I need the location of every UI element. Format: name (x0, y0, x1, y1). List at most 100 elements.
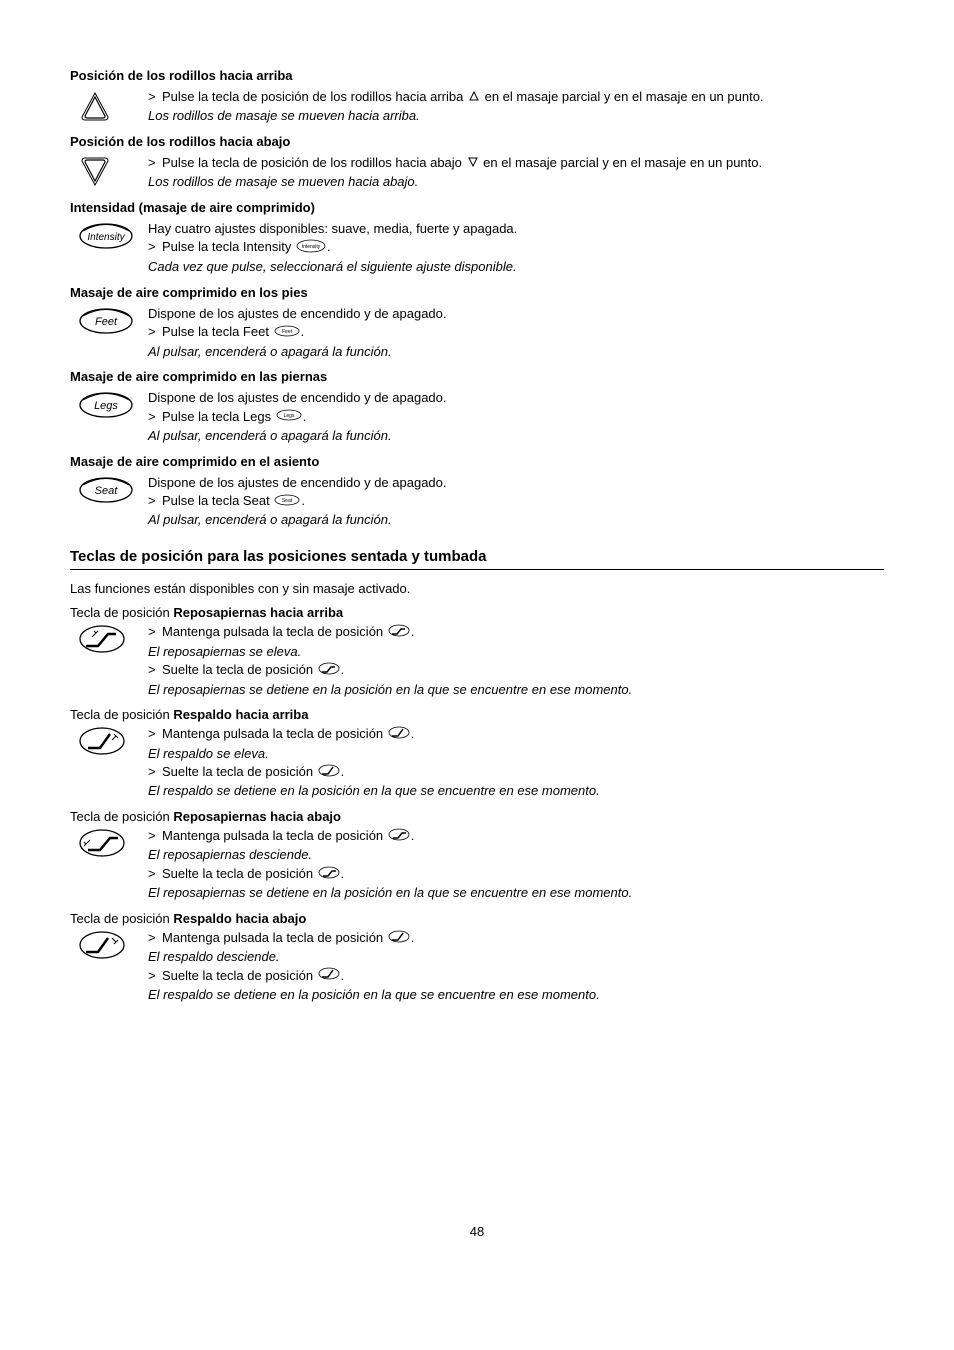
block-backrest-up: > Mantenga pulsada la tecla de posición … (70, 724, 884, 801)
feet-intro: Dispone de los ajustes de encendido y de… (148, 305, 884, 323)
legrest-down-inline-icon (388, 828, 410, 846)
legs-step-text: Pulse la tecla Legs (162, 409, 271, 424)
position-prefix-2: Tecla de posición (70, 707, 170, 722)
legrest-up-result1: El reposapiernas se eleva. (148, 643, 884, 661)
backrest-down-result1: El respaldo desciende. (148, 948, 884, 966)
backrest-up-step1: > Mantenga pulsada la tecla de posición … (148, 725, 884, 743)
triangle-down-inline-icon (467, 155, 479, 173)
seat-inline-icon: Seat (274, 493, 300, 511)
heading-legs: Masaje de aire comprimido en las piernas (70, 369, 884, 384)
backrest-up-inline-icon (388, 726, 410, 744)
block-intensity: Intensity Hay cuatro ajustes disponibles… (70, 219, 884, 277)
heading-intensity: Intensidad (masaje de aire comprimido) (70, 200, 884, 215)
legrest-up-title: Reposapiernas hacia arriba (173, 605, 343, 620)
title-backrest-down: Tecla de posición Respaldo hacia abajo (70, 911, 884, 926)
rollers-down-step-tail: en el masaje parcial y en el masaje en u… (483, 155, 762, 170)
backrest-down-step2-text: Suelte la tecla de posición (162, 968, 313, 983)
legs-result: Al pulsar, encenderá o apagará la funció… (148, 427, 884, 445)
block-legs: Legs Dispone de los ajustes de encendido… (70, 388, 884, 445)
legrest-up-icon (70, 622, 138, 654)
intensity-inline-icon: Intensity (296, 239, 326, 258)
legrest-down-result2: El reposapiernas se detiene en la posici… (148, 884, 884, 902)
heading-feet: Masaje de aire comprimido en los pies (70, 285, 884, 300)
heading-rule (70, 569, 884, 570)
rollers-up-step-text: Pulse la tecla de posición de los rodill… (162, 89, 463, 104)
seat-step-text: Pulse la tecla Seat (162, 493, 270, 508)
title-backrest-up: Tecla de posición Respaldo hacia arriba (70, 707, 884, 722)
feet-result: Al pulsar, encenderá o apagará la funció… (148, 343, 884, 361)
backrest-down-inline-icon-2 (318, 967, 340, 985)
legrest-up-result2: El reposapiernas se detiene en la posici… (148, 681, 884, 699)
seat-result: Al pulsar, encenderá o apagará la funció… (148, 511, 884, 529)
backrest-down-title: Respaldo hacia abajo (173, 911, 306, 926)
intensity-step: > Pulse la tecla Intensity Intensity . (148, 238, 884, 257)
backrest-down-icon (70, 928, 138, 960)
legrest-down-icon (70, 826, 138, 858)
legrest-down-step1-text: Mantenga pulsada la tecla de posición (162, 828, 383, 843)
backrest-down-step2: > Suelte la tecla de posición . (148, 967, 884, 985)
heading-seat: Masaje de aire comprimido en el asiento (70, 454, 884, 469)
legs-step: > Pulse la tecla Legs Legs . (148, 408, 884, 426)
backrest-down-step1: > Mantenga pulsada la tecla de posición … (148, 929, 884, 947)
block-rollers-up: > Pulse la tecla de posición de los rodi… (70, 87, 884, 126)
legrest-down-inline-icon-2 (318, 866, 340, 884)
block-legrest-up: > Mantenga pulsada la tecla de posición … (70, 622, 884, 699)
rollers-up-step: > Pulse la tecla de posición de los rodi… (148, 88, 884, 106)
heading-rollers-up: Posición de los rodillos hacia arriba (70, 68, 884, 83)
feet-icon: Feet (70, 304, 138, 336)
rollers-down-result: Los rodillos de masaje se mueven hacia a… (148, 173, 884, 191)
svg-text:Feet: Feet (282, 329, 293, 335)
feet-step-text: Pulse la tecla Feet (162, 324, 269, 339)
intensity-icon: Intensity (70, 219, 138, 251)
position-prefix: Tecla de posición (70, 605, 170, 620)
intensity-result: Cada vez que pulse, seleccionará el sigu… (148, 258, 884, 276)
backrest-up-result2: El respaldo se detiene en la posición en… (148, 782, 884, 800)
legrest-up-inline-icon (388, 624, 410, 642)
legrest-down-title: Reposapiernas hacia abajo (173, 809, 341, 824)
legrest-down-result1: El reposapiernas desciende. (148, 846, 884, 864)
rollers-up-icon (70, 87, 138, 123)
legrest-up-step1: > Mantenga pulsada la tecla de posición … (148, 623, 884, 641)
backrest-down-inline-icon (388, 930, 410, 948)
svg-text:Intensity: Intensity (302, 244, 321, 250)
rollers-up-result: Los rodillos de masaje se mueven hacia a… (148, 107, 884, 125)
backrest-up-step2: > Suelte la tecla de posición . (148, 763, 884, 781)
heading-rollers-down: Posición de los rodillos hacia abajo (70, 134, 884, 149)
legrest-up-step2: > Suelte la tecla de posición . (148, 661, 884, 679)
block-rollers-down: > Pulse la tecla de posición de los rodi… (70, 153, 884, 192)
seat-button-label: Seat (95, 485, 119, 497)
legrest-down-step2-text: Suelte la tecla de posición (162, 866, 313, 881)
legs-intro: Dispone de los ajustes de encendido y de… (148, 389, 884, 407)
svg-text:Legs: Legs (283, 413, 294, 419)
seat-intro: Dispone de los ajustes de encendido y de… (148, 474, 884, 492)
legrest-up-step1-text: Mantenga pulsada la tecla de posición (162, 624, 383, 639)
backrest-up-step2-text: Suelte la tecla de posición (162, 764, 313, 779)
backrest-up-result1: El respaldo se eleva. (148, 745, 884, 763)
block-seat: Seat Dispone de los ajustes de encendido… (70, 473, 884, 530)
page-number: 48 (70, 1224, 884, 1239)
feet-step: > Pulse la tecla Feet Feet . (148, 323, 884, 341)
rollers-up-step-tail: en el masaje parcial y en el masaje en u… (485, 89, 764, 104)
legrest-down-step1: > Mantenga pulsada la tecla de posición … (148, 827, 884, 845)
seat-step: > Pulse la tecla Seat Seat . (148, 492, 884, 510)
legrest-up-step2-text: Suelte la tecla de posición (162, 662, 313, 677)
backrest-up-title: Respaldo hacia arriba (173, 707, 308, 722)
triangle-up-inline-icon (468, 89, 480, 107)
backrest-up-icon (70, 724, 138, 756)
backrest-up-inline-icon-2 (318, 764, 340, 782)
svg-text:Seat: Seat (282, 498, 293, 504)
legrest-up-inline-icon-2 (318, 662, 340, 680)
block-legrest-down: > Mantenga pulsada la tecla de posición … (70, 826, 884, 903)
feet-inline-icon: Feet (274, 324, 300, 342)
position-prefix-4: Tecla de posición (70, 911, 170, 926)
block-backrest-down: > Mantenga pulsada la tecla de posición … (70, 928, 884, 1005)
feet-button-label: Feet (95, 316, 118, 328)
seat-icon: Seat (70, 473, 138, 505)
heading-position-section: Teclas de posición para las posiciones s… (70, 548, 884, 565)
block-feet: Feet Dispone de los ajustes de encendido… (70, 304, 884, 361)
legs-icon: Legs (70, 388, 138, 420)
intensity-button-label: Intensity (87, 232, 125, 243)
intensity-intro: Hay cuatro ajustes disponibles: suave, m… (148, 220, 884, 238)
position-section-intro: Las funciones están disponibles con y si… (70, 580, 884, 598)
legs-inline-icon: Legs (276, 408, 302, 426)
